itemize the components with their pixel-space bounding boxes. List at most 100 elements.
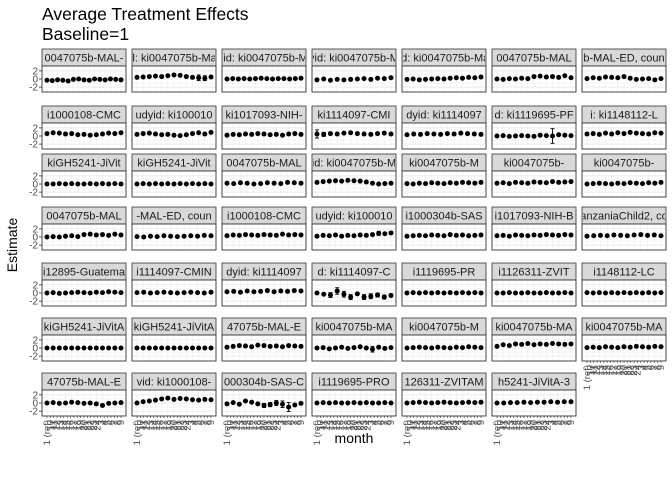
- data-point: [363, 345, 369, 351]
- data-point: [562, 132, 568, 138]
- data-point: [314, 345, 320, 351]
- data-point: [249, 399, 255, 405]
- data-point: [224, 180, 230, 186]
- x-tick-label: 8: [473, 420, 484, 425]
- data-point: [165, 395, 171, 401]
- data-point: [298, 288, 304, 294]
- x-tick-label: 17: [429, 420, 440, 431]
- data-point: [640, 344, 645, 350]
- data-point: [190, 74, 195, 80]
- x-tick-label: 14: [239, 420, 250, 431]
- data-point: [190, 131, 195, 137]
- facet-strip-label: i: ki1148112-L: [590, 110, 657, 122]
- x-tick-label: 1 (ref): [132, 420, 143, 445]
- x-tick-label: 4: [549, 420, 560, 425]
- data-point: [177, 133, 183, 139]
- data-point: [75, 234, 81, 240]
- facet-strip-label: kiGH5241-JiVitA: [134, 322, 215, 334]
- data-point: [460, 179, 465, 185]
- data-point: [140, 74, 146, 80]
- data-point: [460, 232, 465, 238]
- facet-strip-label: anzaniaChild2, co: [580, 211, 667, 223]
- x-tick-label: 13: [145, 420, 156, 431]
- data-point: [500, 342, 506, 348]
- data-point: [658, 179, 664, 185]
- data-point: [404, 181, 410, 187]
- x-tick-label: 15: [332, 420, 343, 431]
- data-point: [314, 233, 320, 239]
- x-tick-label: 17: [609, 365, 620, 376]
- data-point: [320, 400, 326, 406]
- x-tick-label: 10: [315, 420, 326, 431]
- facet-panel: anzaniaChild2, co: [580, 206, 667, 251]
- x-tick-label: 7: [109, 420, 120, 425]
- data-point: [196, 345, 202, 351]
- facet-panel: ki0047075b-MA: [311, 317, 397, 362]
- data-point: [615, 290, 621, 296]
- x-tick-label: 19: [616, 365, 627, 376]
- facet-panel: dyid: ki1114097: [221, 262, 307, 307]
- data-point: [93, 401, 99, 407]
- facet-strip-label: dyid: ki1114097: [226, 267, 301, 279]
- data-point: [627, 344, 633, 350]
- x-tick-label: 14: [329, 420, 340, 431]
- data-point: [140, 131, 146, 137]
- data-point: [291, 288, 297, 294]
- data-point: [429, 290, 435, 296]
- x-tick-label: 21: [532, 420, 543, 431]
- facet-strip-label: -MAL-ED, coun: [136, 211, 211, 223]
- data-point: [201, 290, 207, 296]
- data-point: [134, 290, 140, 296]
- data-point: [320, 345, 326, 351]
- panel-border: [221, 223, 307, 251]
- data-point: [202, 131, 208, 137]
- facet-strip-label: i1017093-NIH-B: [495, 211, 574, 223]
- data-point: [435, 180, 441, 186]
- data-point: [93, 181, 99, 187]
- data-point: [236, 401, 242, 407]
- x-tick-label: 24: [92, 420, 103, 431]
- data-point: [270, 76, 276, 82]
- data-point: [646, 344, 652, 350]
- facet-panel: kiGH5241-JiVitA 20-2: [29, 317, 127, 363]
- data-point: [633, 290, 639, 296]
- data-point: [494, 290, 500, 296]
- data-point: [196, 397, 202, 403]
- data-point: [388, 400, 394, 406]
- panel-border: [401, 334, 487, 362]
- data-point: [235, 76, 241, 82]
- data-point: [118, 400, 124, 406]
- data-point: [327, 292, 333, 298]
- data-point: [562, 232, 568, 238]
- facet-strip-label: 47075b-MAL-E: [227, 322, 301, 334]
- data-point: [382, 400, 388, 406]
- x-tick-label: 19: [436, 420, 447, 431]
- y-tick-label: 2: [32, 123, 38, 134]
- data-point: [609, 74, 615, 80]
- data-point: [50, 130, 56, 136]
- panel-border: [581, 65, 667, 93]
- x-tick-label: 16: [66, 420, 77, 431]
- data-point: [429, 345, 435, 351]
- x-tick-label: 20: [529, 420, 540, 431]
- data-point: [525, 233, 531, 239]
- facet-strip-label: 0047075b-MAL: [46, 211, 121, 223]
- data-point: [56, 130, 62, 136]
- data-point: [441, 181, 447, 187]
- data-point: [621, 181, 627, 187]
- x-tick-label: 19: [526, 420, 537, 431]
- data-point: [624, 233, 630, 239]
- data-point: [278, 288, 284, 294]
- x-tick-label: 21: [622, 365, 633, 376]
- data-point: [603, 74, 608, 80]
- data-point: [44, 345, 50, 351]
- data-point: [333, 178, 338, 184]
- facet-panel: b-MAL-ED, coun: [581, 48, 667, 93]
- data-point: [609, 181, 615, 187]
- x-tick-label: 9: [656, 365, 667, 370]
- x-tick-label: 14: [59, 420, 70, 431]
- data-point: [113, 76, 119, 82]
- x-tick-label: 8: [383, 420, 394, 425]
- facet-panel: 126311-ZVITAM 1 (ref)10111213141516171819…: [401, 372, 487, 445]
- data-point: [44, 400, 50, 406]
